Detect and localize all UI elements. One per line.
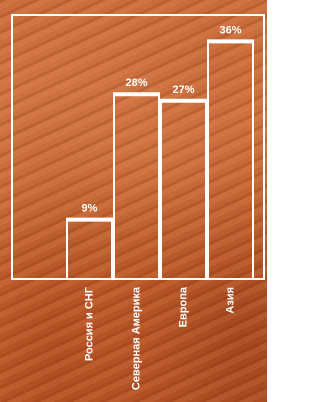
value-label: 9% bbox=[82, 203, 98, 215]
x-tick-label: Европа bbox=[177, 286, 189, 327]
value-label: 27% bbox=[172, 84, 194, 96]
x-tick-label: Россия и СНГ bbox=[83, 286, 95, 361]
value-label: 28% bbox=[125, 77, 147, 89]
bar bbox=[67, 220, 112, 279]
x-tick-label: Северная Америка bbox=[130, 286, 142, 390]
screenshot: 9% Россия и СНГ 28% Северная Америка 27% Евро… bbox=[0, 0, 267, 402]
chart: 9% Россия и СНГ 28% Северная Америка 27% Евро… bbox=[0, 0, 267, 402]
chart-frame bbox=[12, 15, 264, 279]
bar bbox=[114, 94, 159, 279]
bar bbox=[208, 41, 253, 279]
value-label: 36% bbox=[219, 24, 241, 36]
x-tick-label: Азия bbox=[224, 287, 236, 314]
bar bbox=[161, 101, 206, 279]
